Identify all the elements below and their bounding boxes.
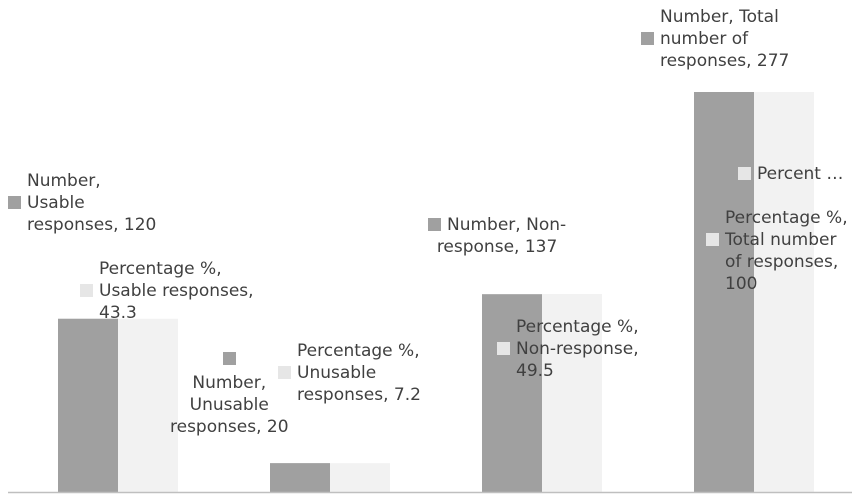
data-label-line: Number,: [8, 170, 156, 192]
data-label-line: Percentage %,: [80, 258, 254, 280]
data-label-line: Unusable: [278, 362, 421, 384]
data-label-text: Percentage %,: [297, 341, 420, 361]
legend-key-number: [738, 137, 751, 150]
data-label-number-1-2: Number, Unusable responses, 20: [170, 348, 289, 438]
data-label-line: Percentage %,: [278, 340, 421, 362]
data-label-text: of responses,: [725, 252, 839, 272]
bar-percentage-3: [754, 92, 814, 492]
legend-key-number: [641, 32, 654, 45]
data-label-text: Usable: [27, 193, 85, 213]
data-label-line: response, 137: [428, 236, 566, 258]
data-label-text: Unusable: [297, 363, 377, 383]
data-label-percentage-1-3: Percentage %, Unusable responses, 7.2: [278, 340, 421, 406]
data-label-text: Number, Total: [660, 7, 779, 27]
data-label-percentage-2-5: Percentage %, Non-response, 49.5: [497, 316, 639, 382]
data-label-text: 49.5: [516, 361, 554, 381]
data-label-text: Non-response,: [516, 339, 639, 359]
data-label-text: Number,: [192, 373, 267, 393]
data-label-percentage-3-7: Percentage %, Total number of responses, 10…: [706, 207, 848, 295]
bar-number-0: [58, 318, 118, 492]
data-label-text: responses, 7.2: [297, 385, 421, 405]
data-label-line: Percentage %,: [706, 207, 848, 229]
legend-key-number: [222, 352, 236, 365]
data-label-text: responses, 120: [27, 215, 157, 235]
data-label-text: Number,: [27, 171, 101, 191]
data-label-line: [738, 133, 757, 155]
bar-percentage-1: [330, 463, 390, 492]
data-label-number-0-0: Number, Usable responses, 120: [8, 170, 156, 236]
data-label-line: Usable responses,: [80, 280, 254, 302]
data-label-text: Total number: [725, 230, 837, 250]
data-label-text: Usable responses,: [99, 281, 254, 301]
data-label-text: Percentage %,: [516, 317, 639, 337]
bar-percentage-0: [118, 318, 178, 492]
legend-key-number: [8, 196, 21, 209]
data-label-percentage-0-1: Percentage %, Usable responses, 43.3: [80, 258, 254, 324]
data-label-line: Usable: [8, 192, 156, 214]
data-label-text: responses, 277: [660, 51, 790, 71]
data-label-line: responses, 7.2: [278, 384, 421, 406]
data-label-line: 49.5: [497, 360, 639, 382]
data-label-number-2-4: Number, Non-response, 137: [428, 214, 566, 258]
legend-key-percentage: [706, 233, 719, 246]
legend-key-percentage: [738, 167, 751, 180]
data-label-text: Percent …: [757, 164, 844, 184]
data-label-number-3-6: Number, Total number of responses, 277: [641, 6, 789, 72]
bar-number-3: [694, 92, 754, 492]
data-label-text: Percentage %,: [725, 208, 848, 228]
bar-percentage-2: [542, 294, 602, 492]
legend-key-percentage: [80, 284, 93, 297]
data-label-percentage-3-9: Percent …: [738, 163, 843, 185]
legend-key-percentage: [278, 366, 291, 379]
data-label-line: Total number: [706, 229, 848, 251]
data-label-text: 100: [725, 274, 758, 294]
data-label-line: number of: [641, 28, 789, 50]
legend-key-number: [428, 218, 441, 231]
data-label-line: Non-response,: [497, 338, 639, 360]
data-label-line: Number, Total: [641, 6, 789, 28]
bar-number-2: [482, 294, 542, 492]
data-label-line: responses, 277: [641, 50, 789, 72]
data-label-text: number of: [660, 29, 749, 49]
bar-number-1: [270, 463, 330, 492]
data-label-line: 43.3: [80, 302, 254, 324]
data-label-line: of responses,: [706, 251, 848, 273]
data-label-text: response, 137: [436, 237, 558, 257]
data-label-line: 100: [706, 273, 848, 295]
data-label-text: responses, 20: [170, 417, 289, 437]
data-label-text: 43.3: [99, 303, 137, 323]
data-label-text: Unusable: [189, 395, 269, 415]
data-label-number-3-8: [738, 133, 757, 155]
label-key-row: [170, 348, 289, 370]
data-label-text: Percentage %,: [99, 259, 222, 279]
data-label-line: Percentage %,: [497, 316, 639, 338]
data-label-line: responses, 120: [8, 214, 156, 236]
legend-key-percentage: [497, 342, 510, 355]
data-label-line: Percent …: [738, 163, 843, 185]
data-label-line: Number, Non-: [428, 214, 566, 236]
data-label-text: Number, Non-: [447, 215, 567, 235]
